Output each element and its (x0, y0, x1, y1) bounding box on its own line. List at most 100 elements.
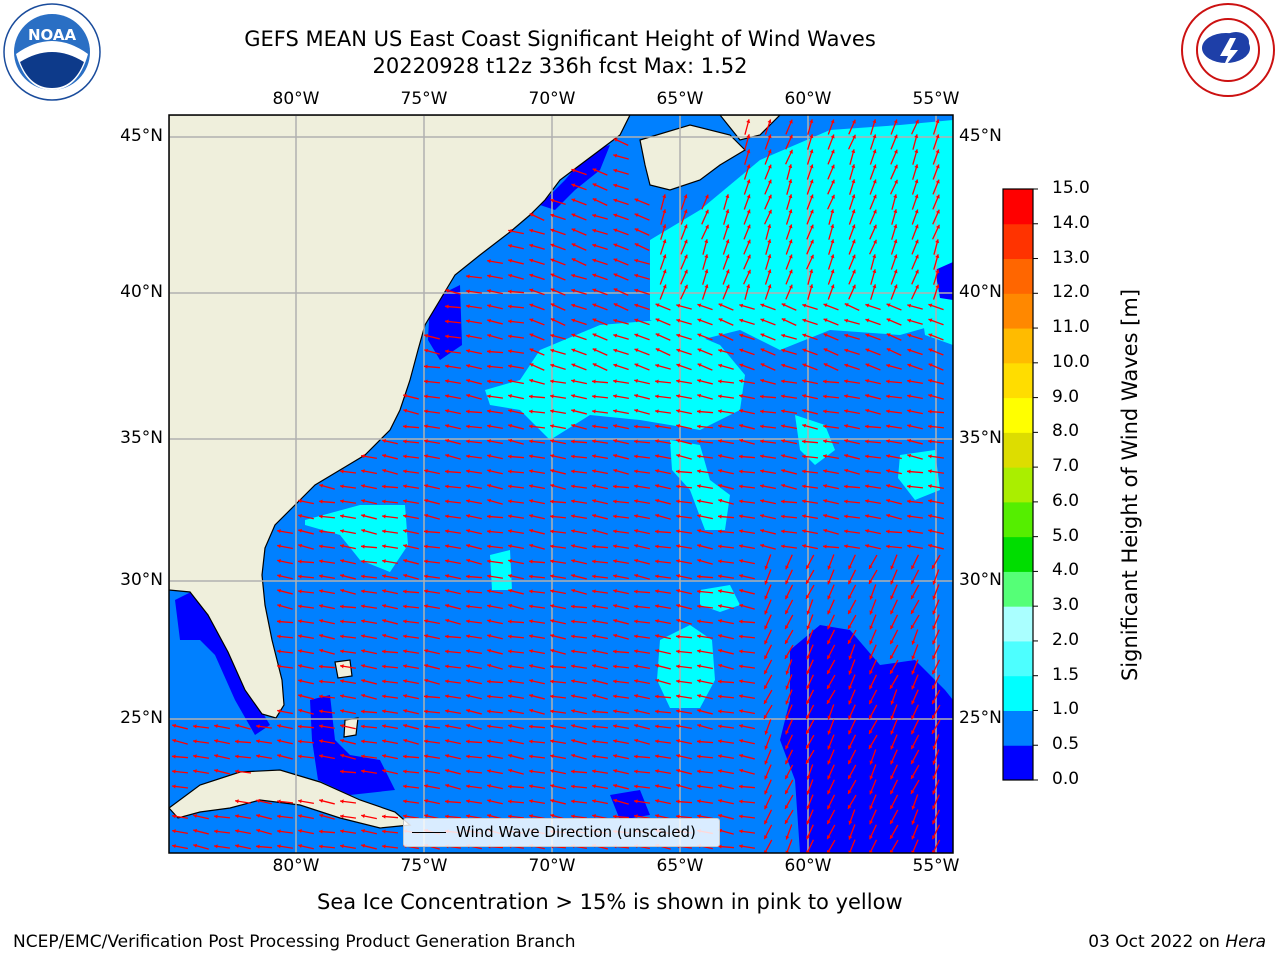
wave-arrowhead-849 (571, 634, 575, 639)
wave-arrowhead-1101 (214, 753, 219, 758)
wave-arrowhead-1228 (172, 814, 176, 819)
wave-arrowhead-328 (865, 363, 870, 368)
wave-arrowhead-345 (697, 378, 702, 383)
wave-arrowhead-260 (487, 333, 492, 338)
wave-arrowhead-1237 (361, 814, 365, 819)
wave-arrowhead-122 (571, 243, 576, 248)
wave-arrowhead-90 (788, 209, 793, 214)
wave-arrowhead-598 (676, 514, 680, 519)
wave-arrowhead-582 (340, 514, 344, 519)
wave-arrowhead-1084 (634, 738, 639, 743)
wave-arrowhead-773 (319, 604, 323, 609)
wave-arrowhead-1309 (319, 844, 323, 849)
wave-arrowhead-1163 (827, 775, 832, 780)
wave-arrowhead-418 (592, 424, 596, 429)
wave-arrowhead-12 (746, 134, 751, 139)
wave-arrowhead-473 (592, 454, 596, 459)
wave-0-0.5m-area-4 (540, 145, 610, 210)
wave-arrowhead-312 (529, 363, 534, 368)
wave-arrowhead-1266 (193, 828, 198, 833)
wave-arrowhead-651 (445, 544, 449, 549)
wave-arrowhead-980 (676, 694, 680, 699)
wave-arrowhead-902 (340, 664, 344, 669)
wave-arrowhead-432 (886, 424, 890, 429)
wave-arrowhead-331 (928, 363, 933, 368)
wave-arrowhead-634 (760, 528, 765, 533)
wave-arrowhead-770 (932, 595, 937, 600)
wave-arrowhead-108 (725, 224, 730, 229)
wave-arrowhead-1187 (764, 790, 769, 795)
nova-scotia-land (639, 124, 746, 191)
wave-arrowhead-490 (340, 469, 344, 474)
wave-arrowhead-953 (764, 685, 768, 690)
wave-arrowhead-505 (655, 469, 659, 474)
wave-arrowhead-429 (823, 424, 827, 429)
wave-arrowhead-26 (809, 149, 814, 154)
wave-arrowhead-464 (403, 454, 407, 459)
colorbar-tick-7: 4.0 (1052, 560, 1080, 581)
wave-arrowhead-730 (764, 580, 769, 585)
wave-arrowhead-1079 (529, 739, 533, 744)
map-frame (168, 114, 954, 854)
wave-arrowhead-15 (809, 134, 814, 139)
wave-arrowhead-140 (487, 259, 491, 264)
wave-arrowhead-541 (781, 483, 786, 488)
wave-arrowhead-892 (806, 655, 811, 660)
colorbar-bin-14 (1003, 293, 1033, 329)
wave-0-0.5m-area-7 (935, 262, 953, 300)
wave-arrowhead-1110 (403, 754, 407, 759)
wave-arrowhead-556 (445, 499, 449, 504)
wave-arrowhead-366 (592, 394, 596, 399)
wave-arrowhead-1244 (508, 814, 512, 819)
wave-arrowhead-717 (487, 574, 491, 579)
wave-arrowhead-733 (827, 580, 832, 585)
wave-arrowhead-613 (319, 529, 323, 534)
wave-arrowhead-869 (319, 648, 324, 653)
wave-arrowhead-88 (746, 209, 751, 214)
wave-arrowhead-459 (886, 439, 890, 444)
wave-arrowhead-610 (928, 514, 932, 519)
wave-arrowhead-799 (869, 610, 874, 615)
wave-arrowhead-784 (550, 604, 554, 609)
wave-arrowhead-266 (613, 333, 618, 338)
wave-arrowhead-1241 (445, 814, 449, 819)
wave-arrowhead-1034 (361, 724, 365, 729)
wave-arrowhead-1310 (340, 844, 344, 849)
wave-arrowhead-19 (893, 134, 898, 139)
wave-arrowhead-905 (403, 664, 407, 669)
wave-arrowhead-518 (928, 469, 932, 474)
wave-arrowhead-1271 (298, 829, 302, 834)
wave-arrowhead-977 (613, 694, 617, 699)
wave-arrowhead-435 (382, 438, 387, 443)
wave-arrowhead-594 (592, 513, 597, 518)
wave-arrowhead-659 (613, 544, 617, 549)
wave-arrowhead-1292 (739, 829, 743, 834)
wave-arrowhead-1221 (806, 805, 811, 810)
wave-arrowhead-744 (382, 589, 386, 594)
colorbar-bin-13 (1003, 328, 1033, 364)
wave-arrowhead-762 (764, 595, 769, 600)
wave-arrowhead-893 (827, 655, 831, 660)
wave-arrowhead-589 (487, 514, 491, 519)
wave-arrowhead-1195 (932, 790, 937, 795)
wave-arrowhead-57 (914, 179, 919, 184)
wave-arrowhead-1157 (697, 769, 701, 774)
colorbar-frame (1002, 188, 1034, 781)
wave-arrowhead-1033 (340, 723, 345, 728)
wave-arrowhead-672 (886, 544, 890, 549)
wave-arrowhead-1118 (571, 753, 576, 758)
wave-arrowhead-622 (508, 529, 512, 534)
wave-arrowhead-1107 (340, 753, 345, 758)
wave-arrowhead-1038 (445, 724, 449, 729)
wave-arrowhead-724 (634, 573, 639, 578)
wave-arrowhead-991 (911, 700, 916, 705)
wave-arrowhead-806 (340, 619, 344, 624)
wave-arrowhead-677 (319, 559, 323, 564)
wave-arrowhead-481 (760, 454, 764, 459)
wave-arrowhead-43 (893, 164, 898, 169)
wave-arrowhead-1007 (571, 709, 575, 714)
credit-date: 03 Oct 2022 on (1088, 932, 1226, 952)
wave-arrowhead-1175 (508, 784, 512, 789)
wave-arrowhead-709 (319, 574, 323, 579)
wave-arrowhead-813 (487, 619, 491, 624)
